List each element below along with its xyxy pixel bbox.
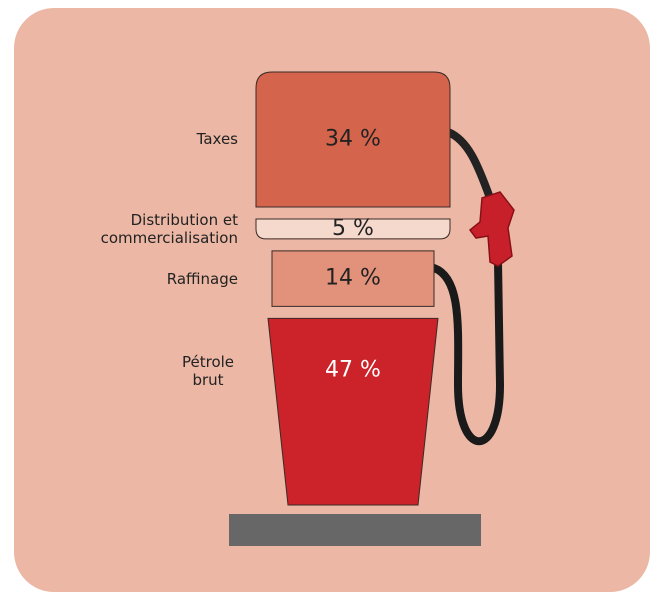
segment (255, 217, 451, 240)
segment (255, 71, 451, 208)
value-label: 47 % (325, 358, 381, 383)
segments: 34 % 5 % 14 % 47 % (255, 71, 451, 506)
segment (271, 250, 435, 307)
hose-upper (444, 128, 494, 202)
category-label: Distribution et commercialisation (100, 210, 238, 247)
value-label: 14 % (325, 266, 381, 291)
hose-lower (430, 258, 505, 446)
nozzle (468, 191, 515, 267)
category-label: Pétrole brut (181, 352, 235, 389)
segment (267, 317, 439, 506)
pump-base (229, 514, 481, 546)
category-label: Taxes (196, 130, 238, 149)
category-label: Raffinage (166, 269, 238, 288)
value-label: 5 % (332, 216, 374, 241)
value-label: 34 % (325, 126, 381, 151)
